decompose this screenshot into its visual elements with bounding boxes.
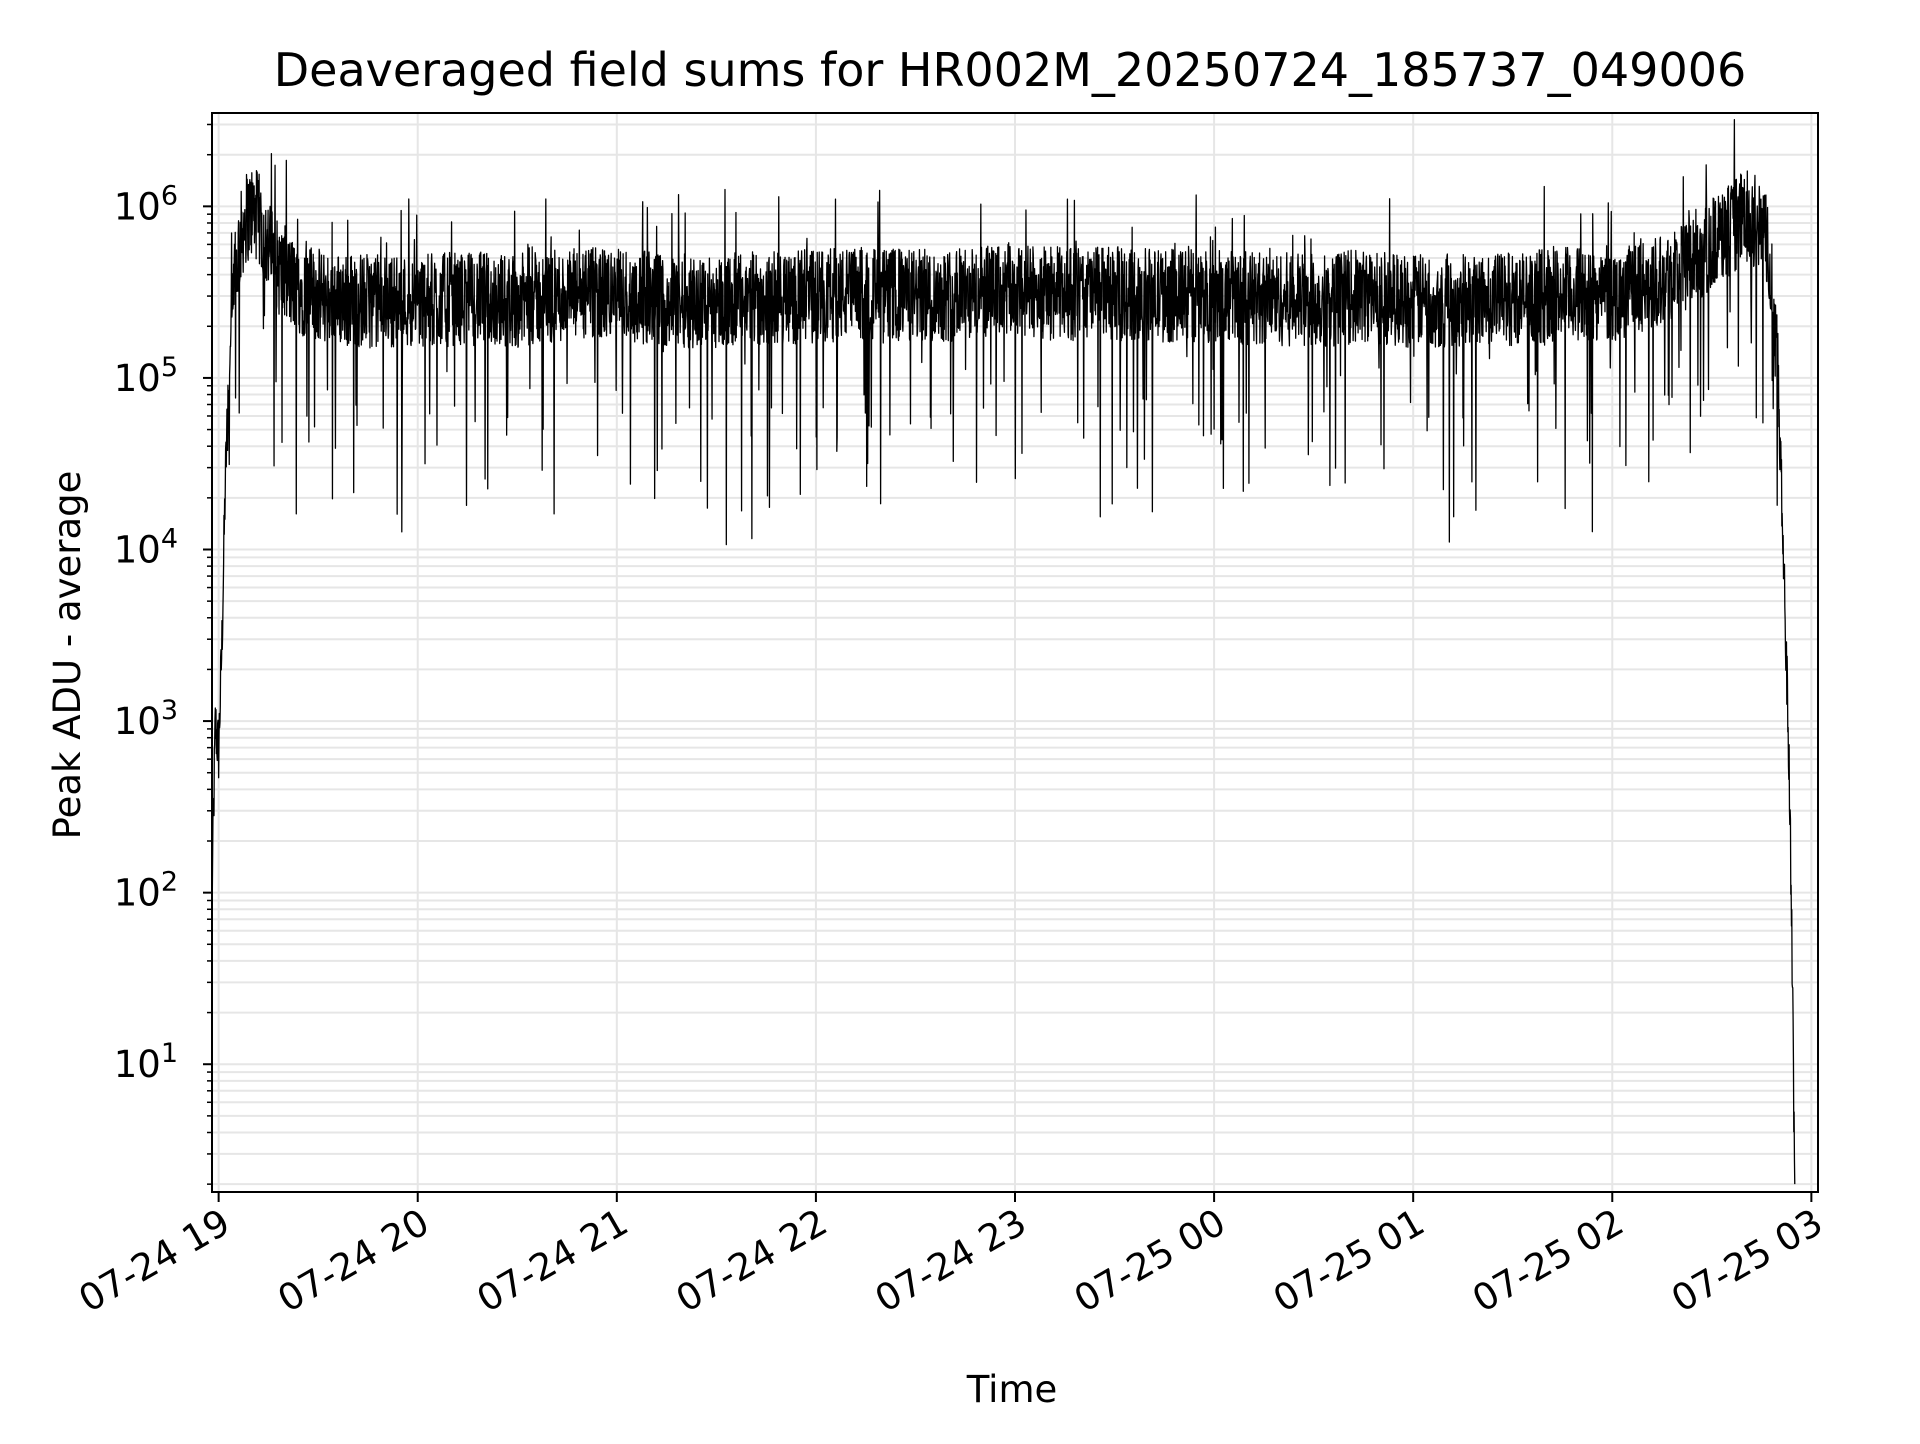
y-tick-label: 106 <box>114 180 178 228</box>
x-axis-label: Time <box>966 1368 1058 1411</box>
data-layer <box>211 119 1796 1185</box>
y-tick-label: 102 <box>114 867 178 915</box>
chart-title: Deaveraged field sums for HR002M_2025072… <box>274 43 1747 97</box>
y-tick-label: 104 <box>114 523 178 571</box>
y-tick-label: 103 <box>114 695 178 743</box>
y-tick-label: 101 <box>114 1038 178 1086</box>
y-tick-label: 105 <box>114 352 178 400</box>
series-line <box>211 119 1796 1185</box>
y-axis-label: Peak ADU - average <box>46 471 89 840</box>
